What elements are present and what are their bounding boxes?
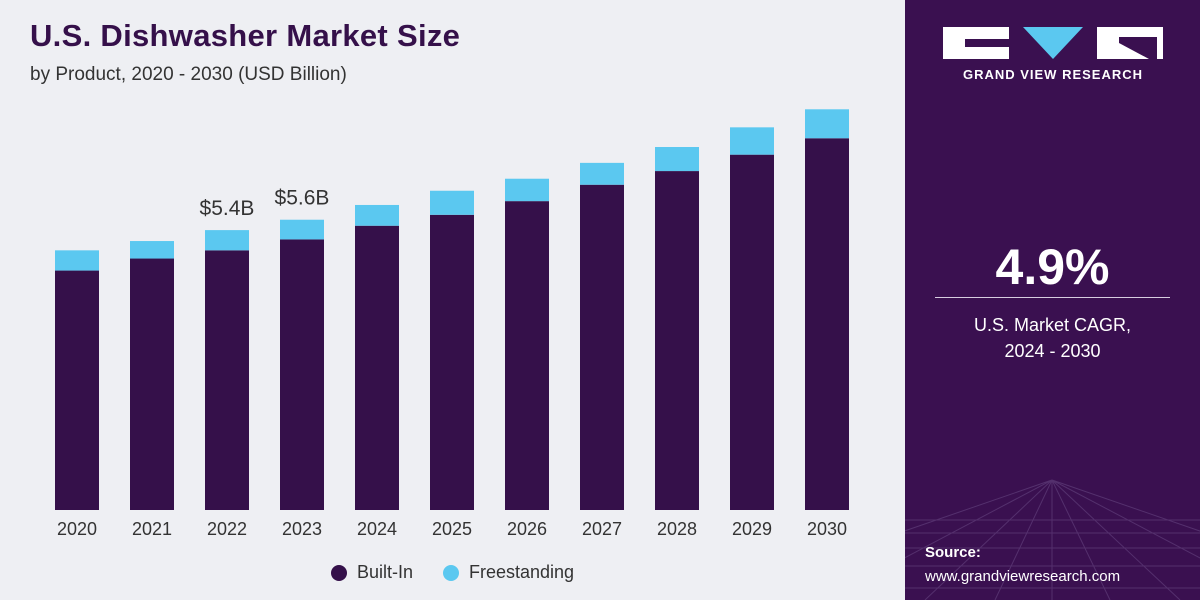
- x-tick-label-2028: 2028: [657, 519, 697, 539]
- divider: [935, 297, 1170, 298]
- cagr-label: U.S. Market CAGR, 2024 - 2030: [935, 312, 1170, 364]
- bar-freestanding-2023: [280, 219, 324, 240]
- sidebar-panel: GRAND VIEW RESEARCH 4.9% U.S. Market CAG…: [905, 0, 1200, 600]
- bar-freestanding-2030: [805, 109, 849, 139]
- bar-built-in-2021: [130, 258, 174, 510]
- bar-chart: 2020 2021 2022 $5.4B 2023 $5.6B 2024 2025 2026 20…: [55, 109, 849, 539]
- legend-label-freestanding: Freestanding: [468, 562, 575, 582]
- legend-swatch-freestanding: [442, 564, 459, 581]
- bar-freestanding-2025: [430, 190, 474, 215]
- bar-freestanding-2024: [355, 204, 399, 226]
- cagr-label-line-2: 2024 - 2030: [1004, 341, 1101, 361]
- data-label-2023: $5.6B: [275, 187, 330, 210]
- gvr-logo-mark-icon: [943, 27, 1163, 59]
- bar-freestanding-2029: [730, 127, 774, 155]
- bar-built-in-2020: [55, 270, 99, 510]
- bar-freestanding-2022: [205, 230, 249, 251]
- x-tick-label-2023: 2023: [282, 519, 322, 539]
- source-url[interactable]: www.grandviewresearch.com: [925, 568, 1121, 585]
- x-tick-label-2020: 2020: [57, 519, 97, 539]
- legend: Built-In Freestanding: [0, 562, 905, 583]
- bar-built-in-2027: [580, 184, 624, 510]
- x-tick-label-2029: 2029: [732, 519, 772, 539]
- chart-title: U.S. Dishwasher Market Size: [30, 18, 461, 53]
- x-tick-label-2021: 2021: [132, 519, 172, 539]
- data-label-2022: $5.4B: [200, 197, 255, 220]
- bar-built-in-2026: [505, 201, 549, 510]
- bar-built-in-2022: [205, 250, 249, 511]
- chart-subtitle: by Product, 2020 - 2030 (USD Billion): [30, 64, 347, 85]
- x-tick-label-2022: 2022: [207, 519, 247, 539]
- x-tick-label-2024: 2024: [357, 519, 397, 539]
- perspective-grid-decoration: [905, 479, 1200, 600]
- gvr-logo: GRAND VIEW RESEARCH: [943, 25, 1163, 82]
- x-tick-label-2026: 2026: [507, 519, 547, 539]
- x-tick-label-2027: 2027: [582, 519, 622, 539]
- source-label: Source:: [925, 544, 981, 561]
- bar-built-in-2024: [355, 225, 399, 510]
- cagr-label-line-1: U.S. Market CAGR,: [973, 315, 1132, 335]
- bar-built-in-2028: [655, 171, 699, 511]
- legend-item-built-in: Built-In: [330, 562, 413, 583]
- bar-built-in-2029: [730, 154, 774, 510]
- x-tick-label-2030: 2030: [807, 519, 847, 539]
- x-tick-label-2025: 2025: [432, 519, 472, 539]
- bar-freestanding-2028: [655, 147, 699, 172]
- brand-name: GRAND VIEW RESEARCH: [962, 67, 1144, 82]
- bar-built-in-2025: [430, 214, 474, 511]
- bar-freestanding-2027: [580, 162, 624, 185]
- bar-built-in-2030: [805, 138, 849, 510]
- bar-built-in-2023: [280, 239, 324, 510]
- legend-item-freestanding: Freestanding: [442, 562, 575, 583]
- legend-swatch-built-in: [330, 564, 347, 581]
- legend-label-built-in: Built-In: [356, 562, 413, 582]
- cagr-value: 4.9%: [995, 239, 1110, 295]
- bar-freestanding-2026: [505, 178, 549, 202]
- bar-freestanding-2021: [130, 241, 174, 259]
- bar-freestanding-2020: [55, 250, 99, 271]
- chart-area: U.S. Dishwasher Market Size by Product, …: [0, 18, 905, 583]
